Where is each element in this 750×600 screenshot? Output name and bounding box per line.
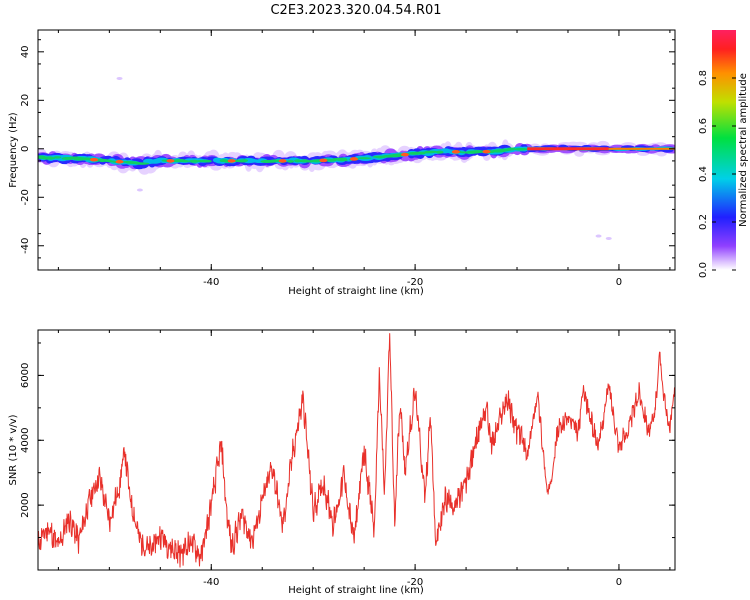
colorbar-tick-label: 0.6 <box>698 118 709 134</box>
spectrogram-ticks: -40 -20 0 40 20 0 -20 -40 <box>20 30 675 288</box>
ridge-core <box>527 147 609 151</box>
colorbar-tick-label: 0.4 <box>698 166 709 182</box>
colorbar-label: Normalized spectral amplitude <box>738 73 749 227</box>
ridge-hotspot <box>227 159 236 163</box>
ridge-blob <box>336 157 348 161</box>
x-tick-label: 0 <box>616 577 622 588</box>
ridge-hotspot <box>349 157 358 161</box>
ridge-blob <box>260 159 274 163</box>
ridge-blob <box>38 156 49 159</box>
spectral-ridge <box>38 76 675 240</box>
ridge-hotspot <box>482 149 491 154</box>
x-tick-label: -20 <box>407 577 423 588</box>
spectrogram-y-label: Frequency (Hz) <box>8 112 19 188</box>
speckle <box>595 234 602 238</box>
colorbar: 0.0 0.2 0.4 0.6 0.8 Normalized spectral ampl… <box>698 30 749 278</box>
ridge-blob <box>442 149 455 154</box>
y-tick-label: 2000 <box>20 492 31 517</box>
colorbar-ticks: 0.0 0.2 0.4 0.6 0.8 <box>698 70 736 278</box>
speckle <box>605 236 612 240</box>
chart-title: C2E3.2023.320.04.54.R01 <box>270 3 441 18</box>
x-tick-label: -40 <box>203 277 219 288</box>
ridge-blob <box>376 156 385 159</box>
ridge-hotspot <box>166 159 175 163</box>
ridge-blob <box>463 151 478 154</box>
x-tick-label: 0 <box>616 277 622 288</box>
speckle <box>136 188 143 192</box>
y-tick-label: 40 <box>20 45 31 58</box>
ridge-blob <box>357 157 372 160</box>
ridge-blob <box>61 156 75 160</box>
colorbar-tick-label: 0.2 <box>698 214 709 230</box>
ridge-blob <box>148 159 162 164</box>
snr-series-line <box>38 333 675 568</box>
ridge-hotspot <box>115 159 124 164</box>
ridge-blob <box>189 159 199 163</box>
colorbar-tick-label: 0.8 <box>698 70 709 86</box>
y-tick-label: -20 <box>20 189 31 205</box>
ridge-blob <box>514 148 528 151</box>
ridge-blob <box>382 154 395 158</box>
y-tick-label: -40 <box>20 238 31 254</box>
ridge-hotspot <box>90 157 99 162</box>
spectrogram-frame <box>37 29 676 271</box>
snr-frame <box>37 329 676 571</box>
snr-ticks: -40 -20 0 2000 4000 6000 <box>20 330 675 588</box>
ridge-blob <box>77 157 87 161</box>
y-tick-label: 6000 <box>20 363 31 388</box>
ridge-blob <box>53 156 62 159</box>
ridge-blob <box>435 150 444 154</box>
spectrogram-x-label: Height of straight line (km) <box>288 286 424 297</box>
snr-panel: -40 -20 0 2000 4000 6000 Height of straight l… <box>8 329 676 596</box>
y-tick-label: 0 <box>20 146 31 152</box>
ridge-blob <box>204 160 212 163</box>
ridge-hotspot <box>451 150 460 154</box>
ridge-blob <box>287 160 295 163</box>
ridge-core <box>608 147 675 150</box>
snr-y-label: SNR (10 * v/v) <box>8 414 19 485</box>
ridge-blob <box>506 147 516 151</box>
ridge-hotspot <box>278 159 287 163</box>
ridge-hotspot <box>400 152 409 157</box>
ridge-blob <box>300 159 309 162</box>
colorbar-gradient <box>712 30 736 270</box>
ridge-blob <box>413 151 427 155</box>
speckle <box>116 76 123 80</box>
ridge-hotspot <box>319 158 328 163</box>
colorbar-tick-label: 0.0 <box>698 262 709 278</box>
ridge-blob <box>491 149 506 152</box>
y-tick-label: 20 <box>20 94 31 107</box>
x-tick-label: -40 <box>203 577 219 588</box>
ridge-blob <box>233 159 248 163</box>
ridge-blob <box>312 159 321 163</box>
spectrogram-panel: -40 -20 0 40 20 0 -20 -40 Height of straight li… <box>8 29 676 297</box>
y-tick-label: 4000 <box>20 428 31 453</box>
snr-x-label: Height of straight line (km) <box>288 585 424 596</box>
ridge-blob <box>294 159 302 163</box>
ridge-blob <box>128 162 144 164</box>
x-tick-label: -20 <box>407 277 423 288</box>
